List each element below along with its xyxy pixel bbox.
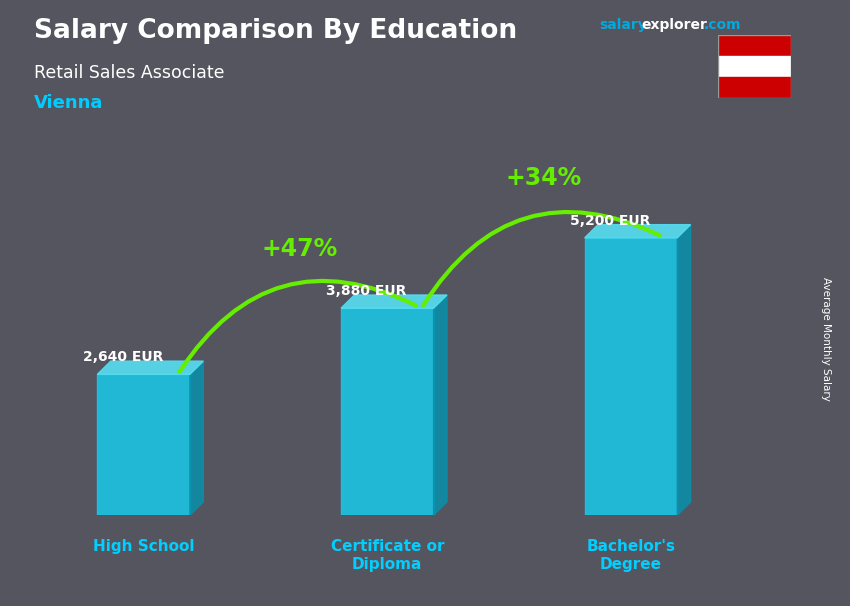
Polygon shape (677, 225, 691, 515)
Text: +34%: +34% (505, 167, 581, 190)
Bar (718, 77, 791, 98)
Polygon shape (434, 295, 447, 515)
Bar (718, 56, 791, 77)
Text: Bachelor's
Degree: Bachelor's Degree (586, 539, 676, 571)
Text: explorer: explorer (642, 18, 707, 32)
Text: Vienna: Vienna (34, 94, 104, 112)
Bar (341, 308, 434, 515)
Polygon shape (190, 361, 203, 515)
FancyArrowPatch shape (179, 281, 416, 372)
Text: Salary Comparison By Education: Salary Comparison By Education (34, 18, 517, 44)
Bar (98, 375, 190, 515)
Text: Retail Sales Associate: Retail Sales Associate (34, 64, 224, 82)
FancyArrowPatch shape (423, 212, 660, 306)
Text: salary: salary (599, 18, 647, 32)
Bar (585, 238, 677, 515)
Text: Average Monthly Salary: Average Monthly Salary (821, 278, 831, 401)
Text: 5,200 EUR: 5,200 EUR (570, 214, 650, 228)
Bar (718, 35, 791, 56)
Text: +47%: +47% (262, 237, 337, 261)
Polygon shape (585, 225, 691, 238)
Text: High School: High School (93, 539, 195, 554)
Polygon shape (341, 295, 447, 308)
Polygon shape (98, 361, 203, 375)
Text: 3,880 EUR: 3,880 EUR (326, 284, 407, 298)
Text: 2,640 EUR: 2,640 EUR (82, 350, 163, 364)
Text: .com: .com (704, 18, 741, 32)
Text: Certificate or
Diploma: Certificate or Diploma (331, 539, 444, 571)
